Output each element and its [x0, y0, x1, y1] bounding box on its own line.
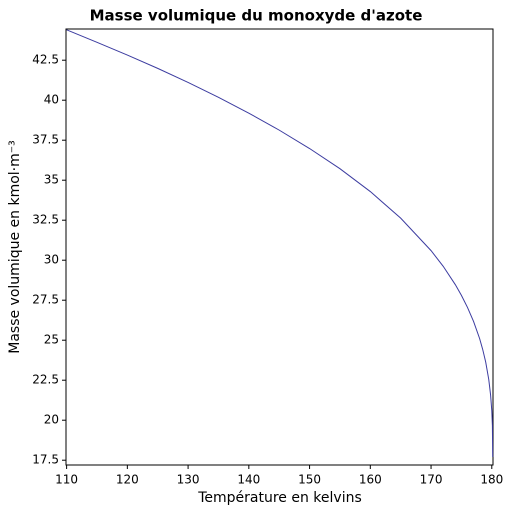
- x-tick-label: 110: [55, 473, 78, 487]
- plot-frame: [65, 28, 494, 466]
- y-tick-label: 17.5: [32, 453, 59, 467]
- x-tick-label: 170: [420, 473, 443, 487]
- y-tick-label: 42.5: [32, 53, 59, 67]
- x-tick-label: 150: [298, 473, 321, 487]
- y-axis-label: Masse volumique en kmol·m⁻³: [7, 140, 23, 354]
- y-tick-label: 25: [44, 333, 59, 347]
- y-tick-label: 20: [44, 413, 59, 427]
- y-tick-label: 30: [44, 253, 59, 267]
- y-tick-label: 35: [44, 173, 59, 187]
- x-tick-label: 160: [359, 473, 382, 487]
- x-tick-label: 130: [177, 473, 200, 487]
- y-tick-label: 32.5: [32, 213, 59, 227]
- y-tick-label: 37.5: [32, 133, 59, 147]
- data-line: [66, 29, 494, 458]
- x-tick-label: 120: [116, 473, 139, 487]
- x-axis-label: Température en kelvins: [197, 490, 362, 506]
- x-tick-label: 140: [237, 473, 260, 487]
- y-tick-label: 40: [44, 93, 59, 107]
- y-tick-label: 27.5: [32, 293, 59, 307]
- x-tick-label: 180: [480, 473, 503, 487]
- y-tick-label: 22.5: [32, 373, 59, 387]
- chart-title: Masse volumique du monoxyde d'azote: [90, 7, 423, 25]
